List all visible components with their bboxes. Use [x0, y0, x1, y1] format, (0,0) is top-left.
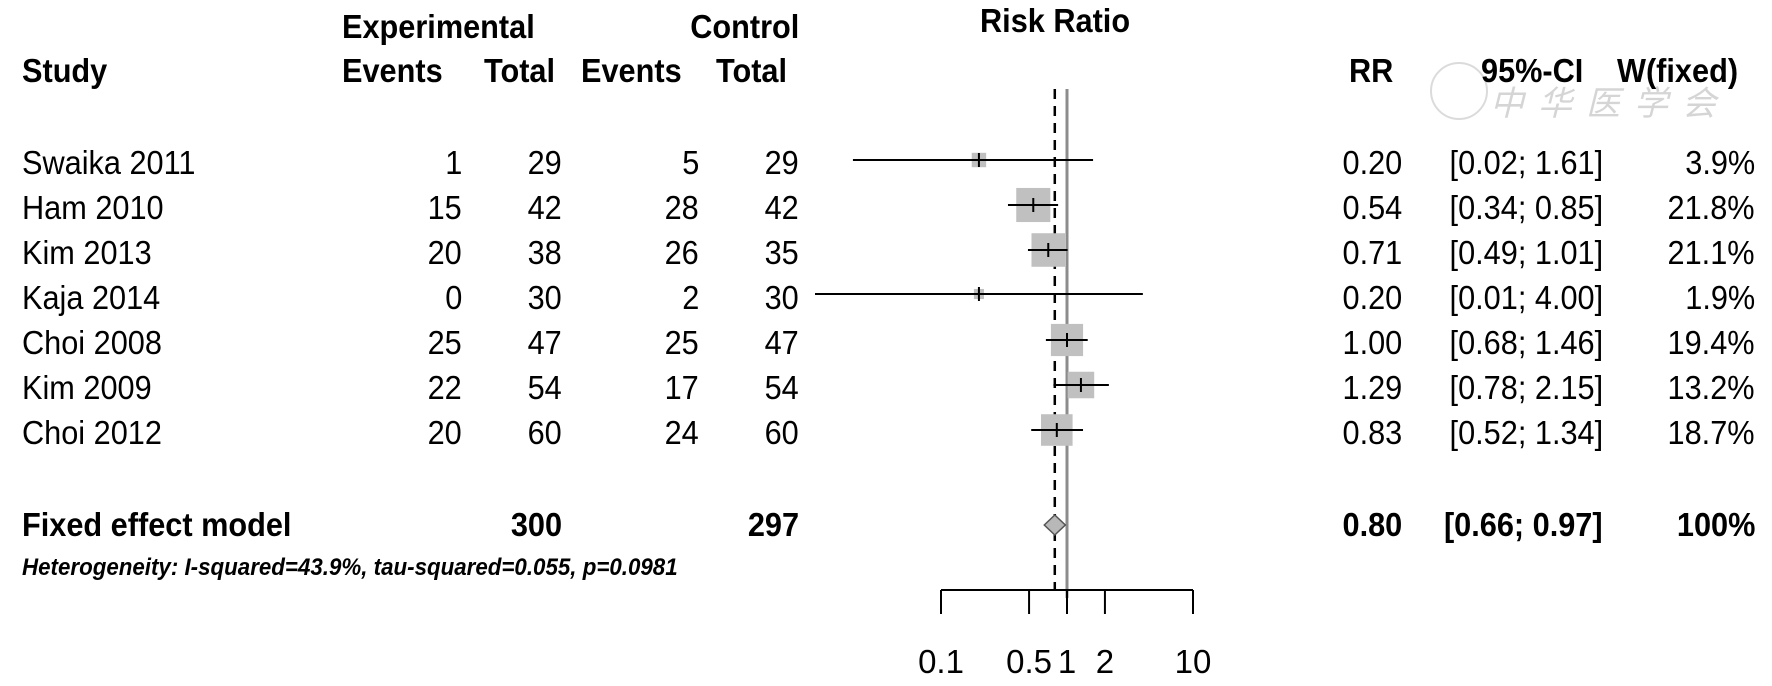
exp-total: 47: [527, 324, 562, 361]
summary-ctrl-total: 297: [747, 506, 799, 543]
ci-value: [0.52; 1.34]: [1449, 414, 1603, 451]
summary-label: Fixed effect model: [22, 506, 292, 543]
header-ctrl-events: Events: [581, 52, 682, 89]
summary-rr: 0.80: [1342, 506, 1402, 543]
x-tick-label: 2: [1096, 643, 1114, 680]
ci-value: [0.78; 2.15]: [1449, 369, 1603, 406]
ctrl-events: 17: [664, 369, 699, 406]
rr-value: 0.20: [1342, 279, 1402, 316]
ci-value: [0.34; 0.85]: [1449, 189, 1603, 226]
ctrl-events: 5: [681, 144, 699, 181]
ctrl-total: 42: [764, 189, 799, 226]
header-control: Control: [689, 8, 799, 45]
header-ci: 95%-CI: [1481, 52, 1584, 89]
weight-value: 18.7%: [1667, 414, 1755, 451]
weight-value: 21.8%: [1667, 189, 1755, 226]
exp-events: 15: [427, 189, 462, 226]
rr-value: 1.29: [1342, 369, 1402, 406]
exp-events: 20: [427, 234, 462, 271]
summary-weight: 100%: [1676, 506, 1755, 543]
exp-events: 25: [427, 324, 462, 361]
rr-value: 0.20: [1342, 144, 1402, 181]
study-name: Kim 2009: [22, 369, 152, 406]
rr-value: 0.54: [1342, 189, 1402, 226]
study-name: Kim 2013: [22, 234, 152, 271]
weight-value: 21.1%: [1667, 234, 1755, 271]
study-name: Choi 2008: [22, 324, 162, 361]
exp-total: 29: [527, 144, 562, 181]
weight-value: 3.9%: [1685, 144, 1755, 181]
x-tick-label: 10: [1175, 643, 1212, 680]
header-exp-events: Events: [342, 52, 443, 89]
header-weight: W(fixed): [1617, 52, 1739, 89]
x-tick-label: 0.5: [1006, 643, 1052, 680]
rr-value: 0.71: [1342, 234, 1402, 271]
ci-value: [0.01; 4.00]: [1449, 279, 1603, 316]
exp-total: 30: [527, 279, 562, 316]
summary-ci: [0.66; 0.97]: [1444, 506, 1603, 543]
ctrl-events: 28: [664, 189, 699, 226]
ctrl-total: 35: [764, 234, 799, 271]
exp-total: 42: [527, 189, 562, 226]
header-ctrl-total: Total: [716, 52, 788, 89]
exp-events: 0: [444, 279, 462, 316]
header-experimental: Experimental: [342, 8, 535, 45]
ci-value: [0.68; 1.46]: [1449, 324, 1603, 361]
header-study: Study: [22, 52, 108, 89]
ci-value: [0.49; 1.01]: [1449, 234, 1603, 271]
x-tick-label: 0.1: [918, 643, 964, 680]
ctrl-total: 54: [764, 369, 799, 406]
x-tick-label: 1: [1058, 643, 1076, 680]
exp-total: 60: [527, 414, 562, 451]
study-name: Kaja 2014: [22, 279, 161, 316]
ctrl-events: 25: [664, 324, 699, 361]
ctrl-events: 26: [664, 234, 699, 271]
header-exp-total: Total: [484, 52, 556, 89]
pooled-diamond: [1043, 513, 1067, 537]
heterogeneity-text: Heterogeneity: I-squared=43.9%, tau-squa…: [22, 554, 678, 581]
ctrl-total: 29: [764, 144, 799, 181]
header-rr: RR: [1349, 52, 1394, 89]
study-name: Swaika 2011: [22, 144, 196, 181]
exp-events: 22: [427, 369, 462, 406]
exp-events: 1: [444, 144, 462, 181]
plot-title: Risk Ratio: [980, 2, 1131, 39]
ctrl-total: 30: [764, 279, 799, 316]
summary-exp-total: 300: [510, 506, 562, 543]
weight-value: 13.2%: [1667, 369, 1755, 406]
weight-value: 19.4%: [1667, 324, 1755, 361]
rr-value: 0.83: [1342, 414, 1402, 451]
ctrl-events: 24: [664, 414, 699, 451]
ci-value: [0.02; 1.61]: [1449, 144, 1603, 181]
exp-total: 38: [527, 234, 562, 271]
study-name: Choi 2012: [22, 414, 162, 451]
watermark-text: 中华医学会: [1490, 84, 1730, 124]
rr-value: 1.00: [1342, 324, 1402, 361]
ctrl-total: 60: [764, 414, 799, 451]
ctrl-total: 47: [764, 324, 799, 361]
weight-value: 1.9%: [1685, 279, 1755, 316]
exp-total: 54: [527, 369, 562, 406]
study-name: Ham 2010: [22, 189, 164, 226]
exp-events: 20: [427, 414, 462, 451]
ctrl-events: 2: [681, 279, 699, 316]
watermark-logo-icon: [1430, 62, 1488, 120]
